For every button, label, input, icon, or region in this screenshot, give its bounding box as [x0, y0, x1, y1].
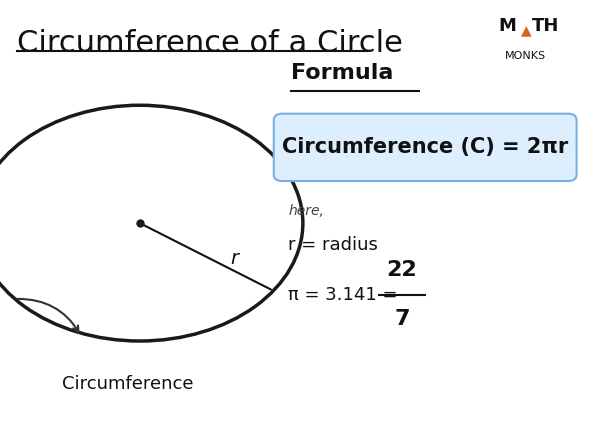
Text: M: M [498, 17, 516, 35]
Text: Circumference: Circumference [62, 375, 194, 393]
Text: Circumference (C) = 2πr: Circumference (C) = 2πr [282, 137, 568, 157]
Text: r = radius: r = radius [289, 236, 378, 254]
Text: MONKS: MONKS [505, 51, 547, 61]
Text: Formula: Formula [291, 63, 394, 83]
Text: ▲: ▲ [521, 24, 531, 37]
Text: TH: TH [532, 17, 559, 35]
Text: 22: 22 [386, 260, 417, 280]
Text: r: r [230, 249, 238, 268]
Text: Circumference of a Circle: Circumference of a Circle [17, 29, 403, 59]
FancyBboxPatch shape [274, 114, 577, 181]
Text: 7: 7 [394, 309, 410, 329]
Text: π = 3.141 =: π = 3.141 = [289, 286, 404, 304]
Text: here,: here, [289, 204, 324, 218]
